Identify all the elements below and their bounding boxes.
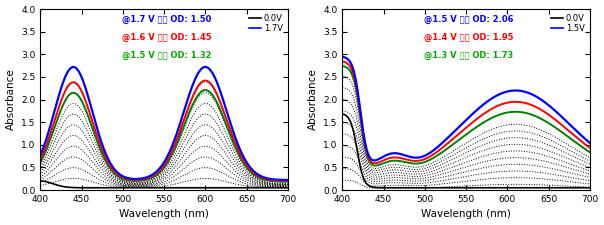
- Text: @1.6 V 평균 OD: 1.45: @1.6 V 평균 OD: 1.45: [122, 33, 211, 42]
- Text: @1.5 V 평균 OD: 2.06: @1.5 V 평균 OD: 2.06: [424, 14, 513, 24]
- Legend: 0.0V, 1.5V: 0.0V, 1.5V: [550, 13, 586, 34]
- Text: @1.7 V 평균 OD: 1.50: @1.7 V 평균 OD: 1.50: [122, 14, 211, 24]
- Text: @1.5 V 평균 OD: 1.32: @1.5 V 평균 OD: 1.32: [122, 51, 211, 60]
- Y-axis label: Absorbance: Absorbance: [307, 69, 318, 130]
- Text: @1.3 V 평균 OD: 1.73: @1.3 V 평균 OD: 1.73: [424, 51, 513, 60]
- X-axis label: Wavelength (nm): Wavelength (nm): [421, 209, 511, 219]
- X-axis label: Wavelength (nm): Wavelength (nm): [119, 209, 209, 219]
- Y-axis label: Absorbance: Absorbance: [5, 69, 16, 130]
- Legend: 0.0V, 1.7V: 0.0V, 1.7V: [248, 13, 284, 34]
- Text: @1.4 V 평균 OD: 1.95: @1.4 V 평균 OD: 1.95: [424, 33, 513, 42]
